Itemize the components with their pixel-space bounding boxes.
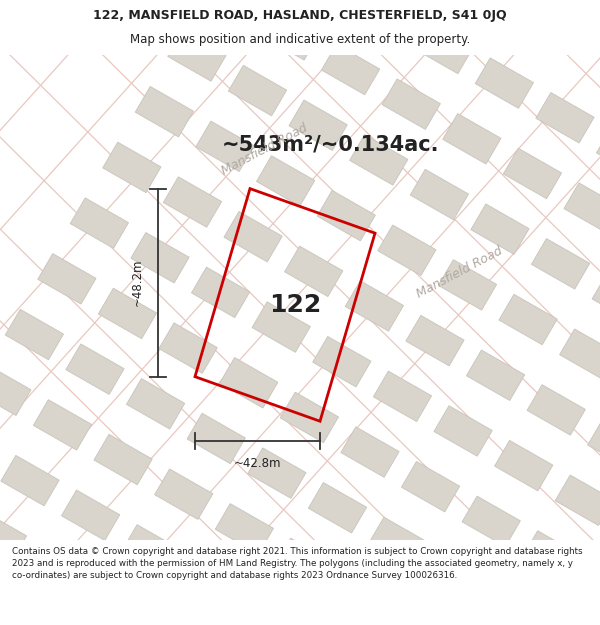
Polygon shape [215, 504, 274, 554]
Polygon shape [499, 294, 557, 345]
Polygon shape [583, 566, 600, 616]
Polygon shape [191, 267, 250, 318]
Polygon shape [127, 379, 185, 429]
Text: ~543m²/~0.134ac.: ~543m²/~0.134ac. [221, 134, 439, 154]
Text: Mansfield Road: Mansfield Road [220, 121, 310, 177]
Polygon shape [401, 461, 460, 512]
Polygon shape [276, 538, 334, 589]
Polygon shape [313, 336, 371, 387]
Polygon shape [596, 127, 600, 178]
Text: 122, MANSFIELD ROAD, HASLAND, CHESTERFIELD, S41 0JQ: 122, MANSFIELD ROAD, HASLAND, CHESTERFIE… [93, 9, 507, 22]
Polygon shape [406, 316, 464, 366]
Polygon shape [373, 371, 431, 421]
Polygon shape [224, 211, 282, 262]
Polygon shape [471, 204, 529, 254]
Polygon shape [430, 552, 488, 602]
Text: ~42.8m: ~42.8m [234, 457, 281, 470]
Polygon shape [415, 23, 473, 74]
Polygon shape [564, 183, 600, 233]
Polygon shape [135, 86, 194, 137]
Text: Mansfield Road: Mansfield Road [415, 244, 505, 301]
Polygon shape [341, 427, 399, 478]
Polygon shape [345, 281, 404, 331]
Polygon shape [378, 225, 436, 276]
Polygon shape [337, 573, 395, 623]
Polygon shape [61, 490, 120, 541]
Polygon shape [220, 357, 278, 408]
Polygon shape [317, 191, 376, 241]
Polygon shape [0, 511, 26, 561]
Text: Contains OS data © Crown copyright and database right 2021. This information is : Contains OS data © Crown copyright and d… [12, 547, 583, 579]
Polygon shape [284, 246, 343, 296]
Polygon shape [252, 302, 310, 352]
Polygon shape [248, 448, 306, 498]
Polygon shape [196, 121, 254, 171]
Polygon shape [70, 198, 128, 248]
Polygon shape [382, 79, 440, 129]
Polygon shape [229, 66, 287, 116]
Polygon shape [410, 169, 469, 220]
Polygon shape [350, 134, 408, 185]
Polygon shape [354, 0, 412, 39]
Polygon shape [256, 156, 315, 206]
Polygon shape [532, 239, 590, 289]
Polygon shape [98, 288, 157, 339]
Polygon shape [187, 413, 245, 464]
Polygon shape [434, 406, 492, 456]
Polygon shape [443, 114, 501, 164]
Text: ~48.2m: ~48.2m [131, 259, 144, 306]
Polygon shape [1, 456, 59, 506]
Polygon shape [322, 44, 380, 95]
Polygon shape [29, 546, 87, 596]
Text: Map shows position and indicative extent of the property.: Map shows position and indicative extent… [130, 33, 470, 46]
Polygon shape [5, 309, 64, 360]
Polygon shape [439, 259, 497, 310]
Polygon shape [555, 475, 600, 526]
Polygon shape [289, 100, 347, 151]
Polygon shape [592, 273, 600, 324]
Polygon shape [280, 392, 338, 442]
Polygon shape [527, 384, 586, 435]
Polygon shape [462, 496, 520, 546]
Polygon shape [168, 31, 226, 81]
Polygon shape [38, 254, 96, 304]
Polygon shape [308, 482, 367, 533]
Polygon shape [34, 399, 92, 450]
Polygon shape [131, 232, 189, 283]
Polygon shape [261, 9, 319, 60]
Polygon shape [103, 142, 161, 192]
Polygon shape [94, 434, 152, 485]
Polygon shape [0, 365, 31, 416]
Polygon shape [163, 177, 221, 227]
Polygon shape [587, 419, 600, 470]
Polygon shape [560, 329, 600, 379]
Polygon shape [475, 58, 533, 108]
Polygon shape [494, 441, 553, 491]
Polygon shape [66, 344, 124, 394]
Polygon shape [466, 350, 525, 401]
Polygon shape [122, 524, 181, 575]
Polygon shape [369, 517, 427, 568]
Polygon shape [523, 531, 581, 581]
Polygon shape [503, 148, 562, 199]
Polygon shape [155, 469, 213, 519]
Polygon shape [159, 323, 217, 373]
Polygon shape [200, 0, 259, 26]
Polygon shape [183, 559, 241, 610]
Text: 122: 122 [269, 293, 321, 317]
Polygon shape [536, 92, 594, 143]
